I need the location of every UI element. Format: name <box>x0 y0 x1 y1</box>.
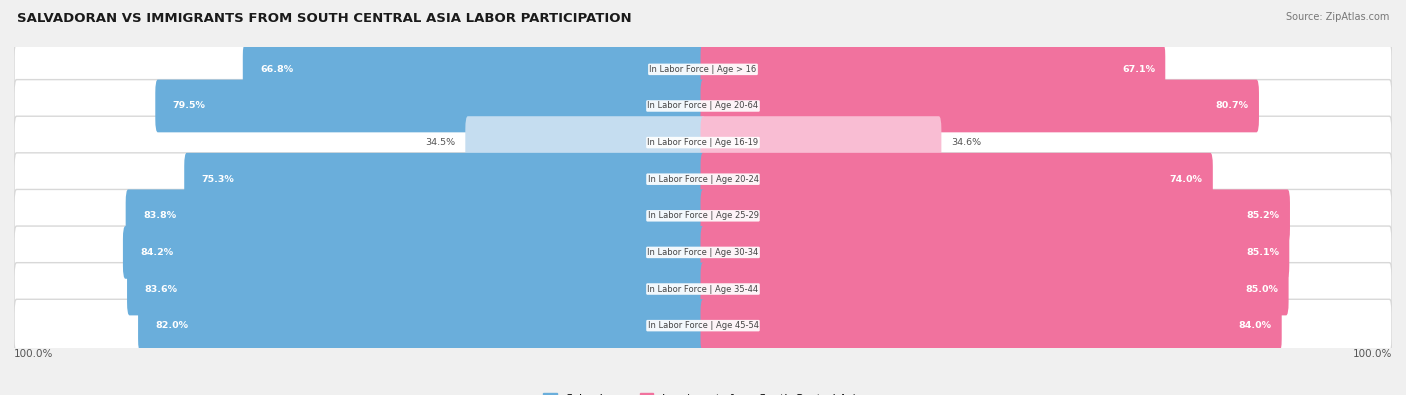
FancyBboxPatch shape <box>127 263 706 315</box>
FancyBboxPatch shape <box>700 263 1289 315</box>
Text: 84.2%: 84.2% <box>141 248 173 257</box>
Text: Source: ZipAtlas.com: Source: ZipAtlas.com <box>1285 12 1389 22</box>
Text: In Labor Force | Age 45-54: In Labor Force | Age 45-54 <box>648 321 758 330</box>
Text: 100.0%: 100.0% <box>14 350 53 359</box>
Text: 83.8%: 83.8% <box>143 211 176 220</box>
Text: In Labor Force | Age 20-64: In Labor Force | Age 20-64 <box>647 102 759 111</box>
Text: 100.0%: 100.0% <box>1353 350 1392 359</box>
FancyBboxPatch shape <box>465 116 706 169</box>
FancyBboxPatch shape <box>184 153 706 205</box>
Text: SALVADORAN VS IMMIGRANTS FROM SOUTH CENTRAL ASIA LABOR PARTICIPATION: SALVADORAN VS IMMIGRANTS FROM SOUTH CENT… <box>17 12 631 25</box>
FancyBboxPatch shape <box>700 116 942 169</box>
Text: In Labor Force | Age 30-34: In Labor Force | Age 30-34 <box>647 248 759 257</box>
Text: In Labor Force | Age 35-44: In Labor Force | Age 35-44 <box>647 284 759 293</box>
FancyBboxPatch shape <box>138 299 706 352</box>
Text: In Labor Force | Age 16-19: In Labor Force | Age 16-19 <box>647 138 759 147</box>
Text: 34.6%: 34.6% <box>952 138 981 147</box>
Text: 82.0%: 82.0% <box>155 321 188 330</box>
FancyBboxPatch shape <box>700 80 1258 132</box>
FancyBboxPatch shape <box>700 226 1289 279</box>
FancyBboxPatch shape <box>14 263 1392 315</box>
Text: 85.0%: 85.0% <box>1246 284 1278 293</box>
FancyBboxPatch shape <box>700 153 1213 205</box>
FancyBboxPatch shape <box>700 190 1289 242</box>
Text: 67.1%: 67.1% <box>1122 65 1154 74</box>
FancyBboxPatch shape <box>14 299 1392 352</box>
FancyBboxPatch shape <box>14 190 1392 242</box>
Text: 80.7%: 80.7% <box>1216 102 1249 111</box>
Text: 79.5%: 79.5% <box>173 102 205 111</box>
FancyBboxPatch shape <box>14 80 1392 132</box>
Text: 84.0%: 84.0% <box>1239 321 1271 330</box>
Text: 83.6%: 83.6% <box>145 284 177 293</box>
Text: 85.1%: 85.1% <box>1246 248 1279 257</box>
Text: 85.2%: 85.2% <box>1247 211 1279 220</box>
Text: 75.3%: 75.3% <box>201 175 235 184</box>
FancyBboxPatch shape <box>155 80 706 132</box>
Legend: Salvadoran, Immigrants from South Central Asia: Salvadoran, Immigrants from South Centra… <box>538 389 868 395</box>
FancyBboxPatch shape <box>700 299 1282 352</box>
FancyBboxPatch shape <box>122 226 706 279</box>
Text: 66.8%: 66.8% <box>260 65 292 74</box>
FancyBboxPatch shape <box>14 153 1392 205</box>
FancyBboxPatch shape <box>14 43 1392 96</box>
Text: 34.5%: 34.5% <box>425 138 456 147</box>
Text: In Labor Force | Age 20-24: In Labor Force | Age 20-24 <box>648 175 758 184</box>
FancyBboxPatch shape <box>14 116 1392 169</box>
FancyBboxPatch shape <box>14 226 1392 279</box>
FancyBboxPatch shape <box>243 43 706 96</box>
Text: In Labor Force | Age 25-29: In Labor Force | Age 25-29 <box>648 211 758 220</box>
Text: 74.0%: 74.0% <box>1170 175 1202 184</box>
Text: In Labor Force | Age > 16: In Labor Force | Age > 16 <box>650 65 756 74</box>
FancyBboxPatch shape <box>125 190 706 242</box>
FancyBboxPatch shape <box>700 43 1166 96</box>
